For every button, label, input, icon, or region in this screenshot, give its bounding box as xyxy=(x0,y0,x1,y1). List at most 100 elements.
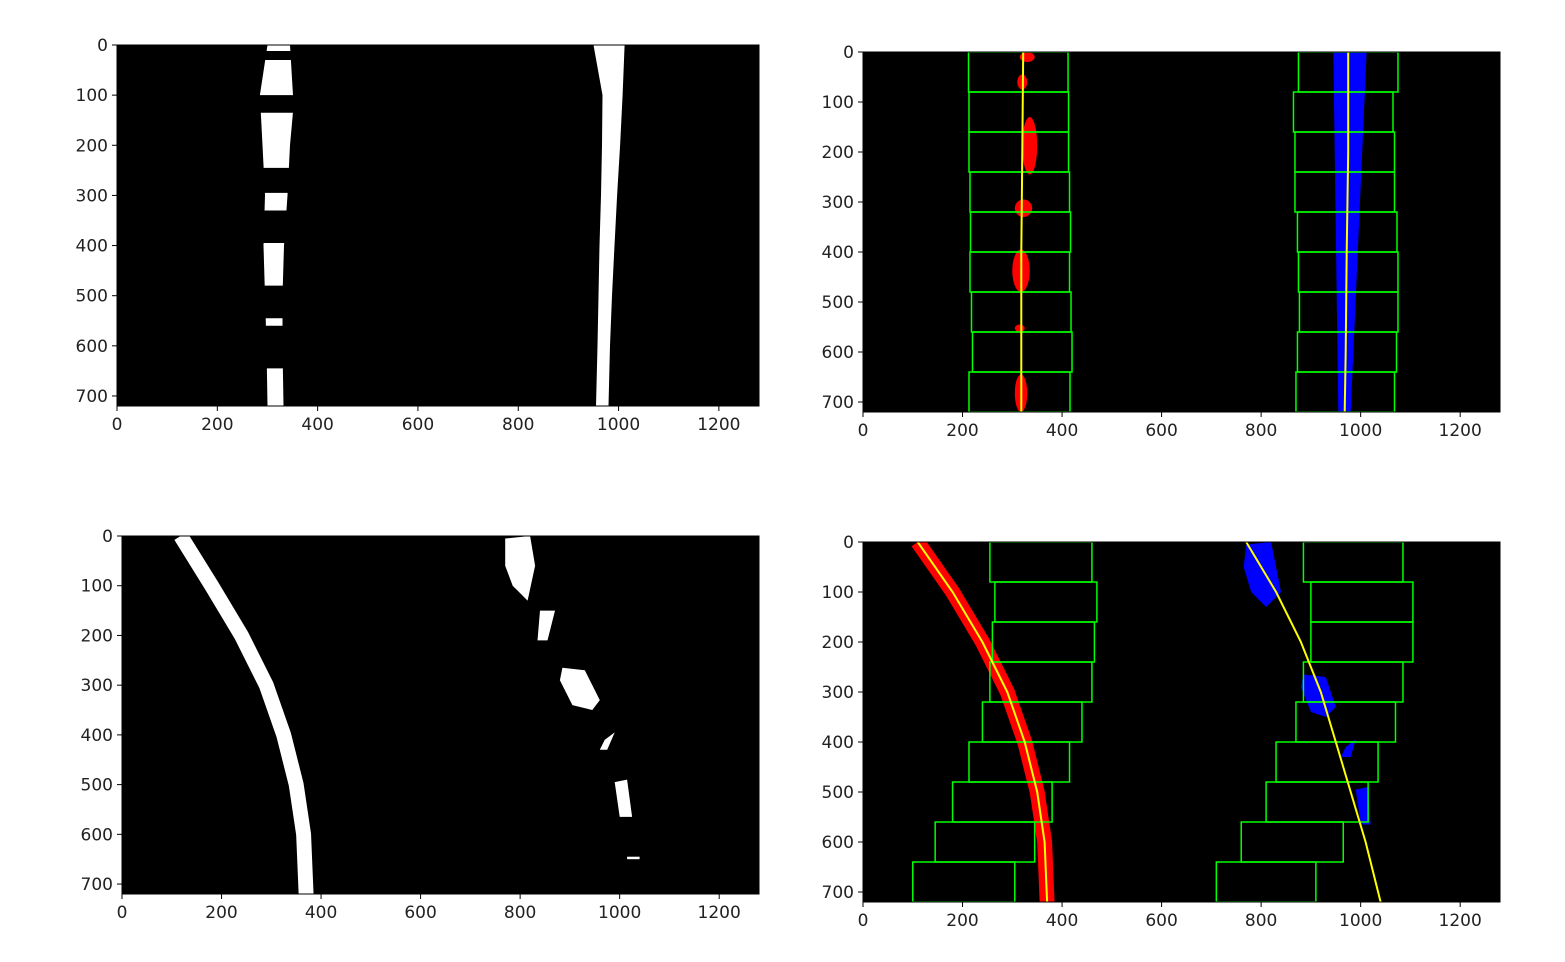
sliding-window-bottom-panel: 0 200 400 600 800 1000 1200 0 100 200 300 400 500 600… xyxy=(822,533,1501,931)
x-tick-label: 200 xyxy=(201,415,233,435)
x-tick-label: 1000 xyxy=(598,903,641,923)
plot-background xyxy=(122,536,759,894)
y-tick-label: 400 xyxy=(822,243,854,263)
x-tick-label: 800 xyxy=(1245,421,1277,441)
plot-frame xyxy=(862,51,1501,413)
left-fit-curve xyxy=(916,542,1049,902)
x-tick-label: 400 xyxy=(305,903,337,923)
x-tick-label: 800 xyxy=(1245,911,1277,931)
y-tick-label: 600 xyxy=(76,337,108,357)
x-tick-label: 0 xyxy=(858,421,869,441)
x-tick-label: 600 xyxy=(1145,421,1177,441)
x-tick-label: 1200 xyxy=(1439,911,1482,931)
left-fit-curve xyxy=(1020,52,1025,412)
x-tick-label: 1000 xyxy=(1339,911,1382,931)
y-tick-label: 100 xyxy=(81,577,113,597)
left-lane-blob xyxy=(1022,117,1038,175)
y-tick-label: 500 xyxy=(822,783,854,803)
plot-background xyxy=(117,45,759,406)
plot-content xyxy=(967,52,1399,412)
right-search-window xyxy=(1302,542,1404,583)
y-tick-label: 400 xyxy=(822,733,854,753)
lane-blob xyxy=(599,732,615,750)
left-lane-blob xyxy=(1014,199,1033,217)
x-tick-label: 200 xyxy=(946,421,978,441)
y-tick-label: 400 xyxy=(76,237,108,257)
x-tick-label: 0 xyxy=(112,415,123,435)
x-tick-label: 800 xyxy=(502,415,534,435)
y-tick-label: 700 xyxy=(822,393,854,413)
y-tick-label: 400 xyxy=(81,726,113,746)
right-lane-blob xyxy=(1300,674,1336,717)
y-tick-label: 700 xyxy=(822,883,854,903)
binary-top-panel: 0 200 400 600 800 1000 1200 0 100 200 300 400 500 600… xyxy=(76,36,760,435)
y-tick-label: 500 xyxy=(81,776,113,796)
right-lane-blob xyxy=(1243,542,1281,607)
plot-background xyxy=(863,52,1500,412)
x-tick-label: 600 xyxy=(404,903,436,923)
x-tick-label: 400 xyxy=(1046,911,1078,931)
y-tick-label: 200 xyxy=(76,136,108,156)
lane-blob xyxy=(537,610,555,641)
plot-frame xyxy=(116,44,760,407)
y-tick-label: 600 xyxy=(81,825,113,845)
y-tick-label: 300 xyxy=(81,676,113,696)
y-tick-label: 0 xyxy=(843,533,854,553)
binary-bottom-panel: 0 200 400 600 800 1000 1200 0 100 200 300 400 500 600… xyxy=(81,527,760,923)
right-lane-blob xyxy=(1340,739,1356,757)
sliding-window-top-panel: 0 200 400 600 800 1000 1200 0 100 200 300 400 500 600… xyxy=(822,43,1501,441)
left-search-window xyxy=(989,542,1093,583)
x-tick-label: 800 xyxy=(504,903,536,923)
x-tick-label: 0 xyxy=(117,903,128,923)
right-fit-curve xyxy=(1343,52,1350,412)
x-tick-label: 400 xyxy=(301,415,333,435)
x-tick-label: 200 xyxy=(946,911,978,931)
x-tick-label: 200 xyxy=(205,903,237,923)
x-tick-label: 600 xyxy=(1145,911,1177,931)
y-tick-label: 0 xyxy=(97,36,108,56)
left-lane-blob xyxy=(1019,52,1035,62)
lane-pixels xyxy=(591,45,625,406)
y-tick-label: 600 xyxy=(822,343,854,363)
x-tick-label: 400 xyxy=(1046,421,1078,441)
plot-content xyxy=(911,542,1414,902)
y-tick-label: 700 xyxy=(76,387,108,407)
plot-frame xyxy=(862,541,1501,903)
lane-blob xyxy=(505,536,536,601)
plot-frame xyxy=(121,535,760,895)
y-tick-label: 100 xyxy=(76,86,108,106)
x-tick-label: 1000 xyxy=(1339,421,1382,441)
y-tick-label: 700 xyxy=(81,875,113,895)
y-tick-label: 200 xyxy=(81,626,113,646)
lane-blob xyxy=(559,667,600,710)
left-lane-blob xyxy=(1014,324,1025,332)
x-tick-label: 1000 xyxy=(597,415,640,435)
y-tick-label: 100 xyxy=(822,583,854,603)
lane-blob xyxy=(614,779,633,817)
y-tick-label: 500 xyxy=(822,293,854,313)
x-tick-label: 1200 xyxy=(1439,421,1482,441)
y-tick-label: 300 xyxy=(822,193,854,213)
y-tick-label: 200 xyxy=(822,633,854,653)
y-tick-label: 0 xyxy=(843,43,854,63)
x-tick-label: 1200 xyxy=(697,415,740,435)
y-tick-label: 300 xyxy=(76,186,108,206)
y-tick-label: 500 xyxy=(76,287,108,307)
lane-pixels xyxy=(174,536,314,894)
y-tick-label: 300 xyxy=(822,683,854,703)
plot-content xyxy=(174,536,640,894)
right-fit-curve xyxy=(1245,542,1382,902)
x-tick-label: 0 xyxy=(858,911,869,931)
right-lane-pixels xyxy=(1333,52,1367,412)
y-tick-label: 0 xyxy=(102,527,113,547)
y-tick-label: 100 xyxy=(822,93,854,113)
y-tick-label: 200 xyxy=(822,143,854,163)
x-tick-label: 1200 xyxy=(698,903,741,923)
y-tick-label: 600 xyxy=(822,833,854,853)
right-lane-blob xyxy=(1355,787,1371,825)
x-tick-label: 600 xyxy=(402,415,434,435)
plot-background xyxy=(863,542,1500,902)
left-search-window xyxy=(967,52,1069,93)
lane-blob xyxy=(627,856,640,860)
